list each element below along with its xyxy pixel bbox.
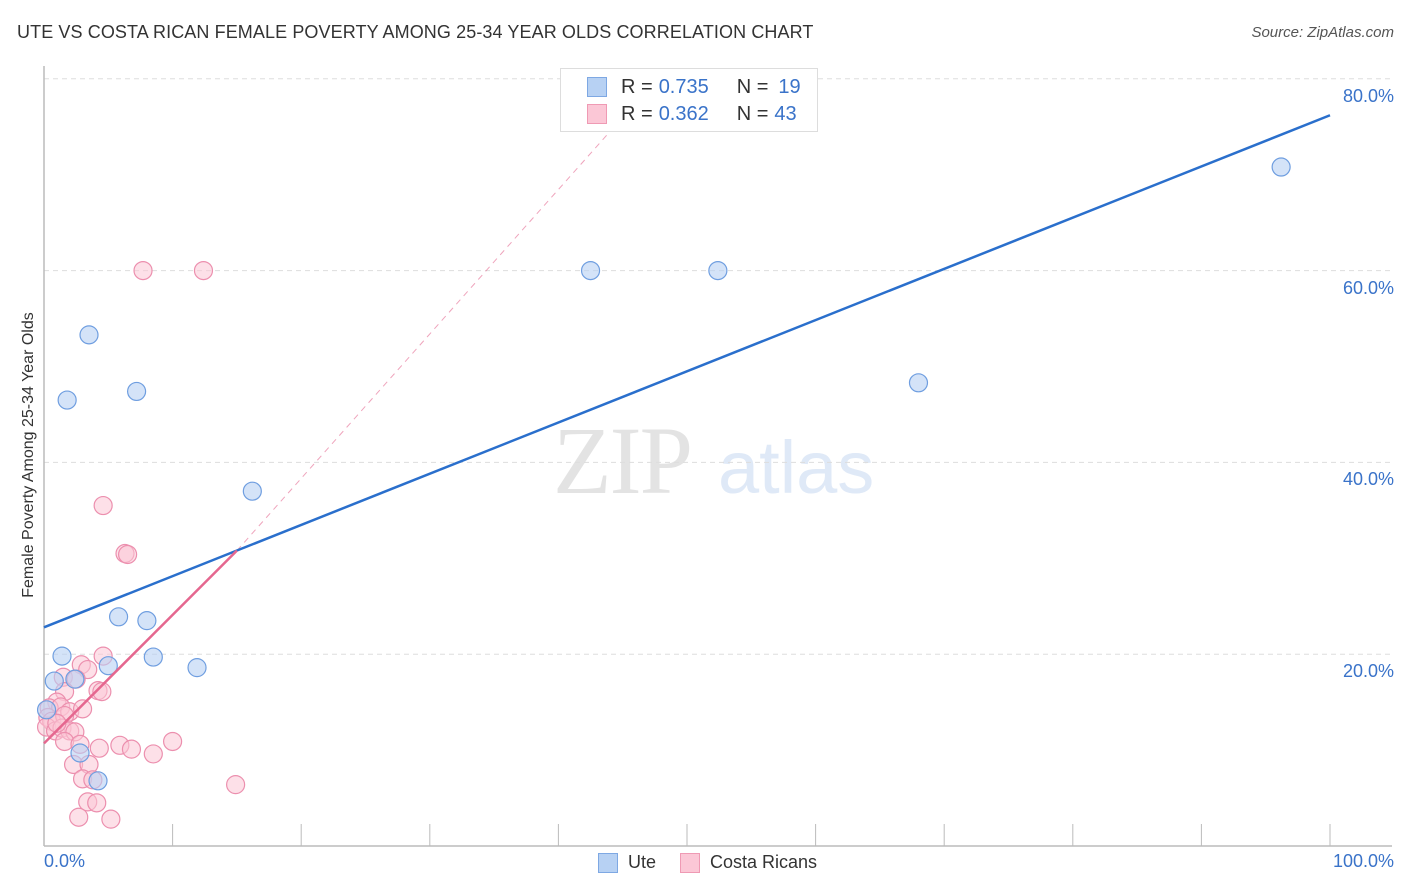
y-tick-60: 60.0%	[1342, 278, 1394, 298]
costa-ricans-point	[121, 739, 142, 759]
legend-r-value: 0.362	[658, 102, 709, 125]
legend-row-ute: R = 0.735 N = 19	[587, 75, 801, 99]
ute-point	[98, 656, 118, 676]
legend-n-value: 19	[778, 75, 801, 98]
ute-point	[143, 647, 163, 667]
costa-ricans-trendline-extension	[236, 88, 649, 551]
x-tick-0: 0.0%	[44, 851, 86, 871]
chart-title: UTE VS COSTA RICAN FEMALE POVERTY AMONG …	[17, 22, 814, 42]
trendlines	[43, 88, 1331, 745]
costa-ricans-swatch-icon	[587, 104, 607, 124]
costa-ricans-point	[72, 699, 93, 719]
costa-ricans-point	[101, 809, 121, 829]
legend-r-value: 0.735	[658, 75, 709, 98]
axes	[43, 66, 1392, 847]
costa-ricans-point	[89, 738, 109, 758]
x-tick-100: 100.0%	[1332, 851, 1394, 871]
series-legend: Ute Costa Ricans	[598, 852, 841, 873]
ute-point	[36, 700, 57, 720]
costa-ricans-trendline	[43, 549, 238, 745]
costa-ricans-points	[36, 261, 246, 829]
ute-point	[65, 669, 85, 689]
correlation-legend: R = 0.735 N = 19 R = 0.362 N = 43	[560, 68, 818, 132]
ute-swatch-icon	[598, 852, 618, 873]
legend-label-ute: Ute	[628, 852, 657, 872]
legend-n-value: 43	[774, 102, 797, 125]
ute-points	[36, 157, 1291, 791]
legend-n-label: N =	[736, 102, 769, 125]
legend-r-label: R =	[621, 102, 653, 125]
source-label: Source: ZipAtlas.com	[1251, 24, 1394, 41]
ute-point	[88, 771, 108, 791]
y-tick-80: 80.0%	[1342, 86, 1394, 106]
watermark-atlas: atlas	[718, 426, 875, 509]
ute-point	[187, 658, 207, 678]
ute-point	[1271, 157, 1291, 177]
y-axis-label: Female Poverty Among 25-34 Year Olds	[20, 312, 37, 598]
costa-ricans-point	[193, 261, 214, 281]
ute-trendline	[43, 114, 1331, 629]
y-tick-20: 20.0%	[1342, 661, 1394, 681]
gridlines	[44, 78, 1392, 655]
costa-ricans-point	[133, 261, 153, 281]
ute-point	[108, 607, 129, 627]
watermark-zip: ZIP	[553, 407, 693, 514]
ute-swatch-icon	[587, 77, 607, 97]
costa-ricans-point	[143, 744, 163, 764]
costa-ricans-point	[226, 775, 246, 795]
ute-point	[126, 381, 147, 402]
legend-item-costa-ricans[interactable]: Costa Ricans	[680, 852, 817, 873]
ute-point	[580, 261, 601, 281]
costa-ricans-point	[92, 682, 112, 702]
ute-point	[708, 261, 728, 281]
ute-point	[908, 373, 929, 393]
legend-row-costa-ricans: R = 0.362 N = 43	[587, 102, 797, 126]
ute-point	[52, 646, 72, 666]
ute-point	[44, 671, 64, 691]
legend-r-label: R =	[621, 75, 653, 98]
costa-ricans-point	[163, 731, 183, 752]
costa-ricans-point	[69, 807, 89, 827]
legend-n-label: N =	[736, 75, 769, 98]
y-tick-40: 40.0%	[1342, 469, 1394, 489]
legend-item-ute[interactable]: Ute	[598, 852, 656, 873]
costa-ricans-swatch-icon	[680, 852, 701, 873]
costa-ricans-point	[87, 793, 107, 813]
ute-point	[57, 390, 77, 410]
ute-point	[79, 325, 99, 345]
ute-point	[137, 611, 157, 631]
ute-point	[70, 743, 90, 763]
legend-label-costa-ricans: Costa Ricans	[710, 852, 818, 872]
costa-ricans-point	[93, 495, 113, 516]
ute-point	[242, 481, 262, 501]
costa-ricans-point	[117, 544, 138, 565]
